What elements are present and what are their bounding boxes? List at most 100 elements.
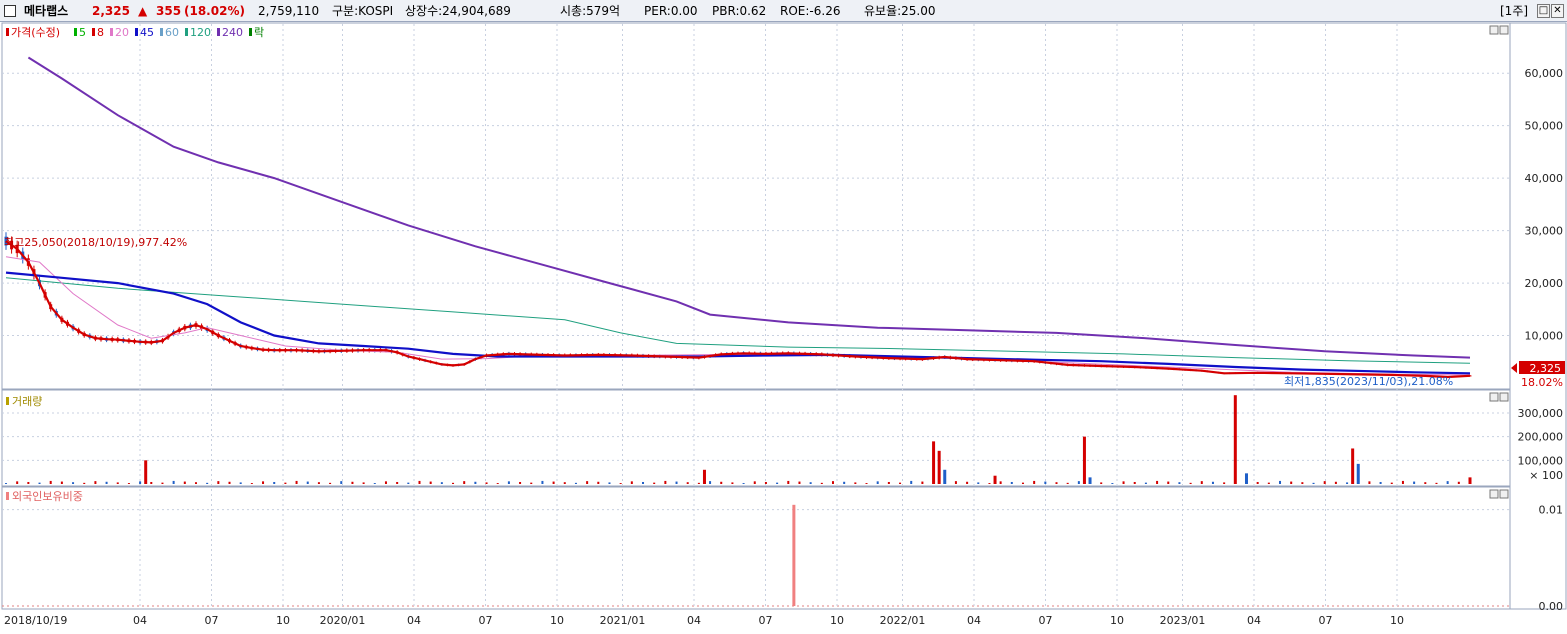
volume-bar [720, 481, 723, 484]
volume-bar [1156, 480, 1159, 484]
volume-bar [295, 480, 298, 484]
volume-bar [1267, 482, 1270, 484]
volume-bar [966, 481, 969, 484]
volume-bar [1211, 481, 1214, 484]
foreign-y-tick-0: 0.01 [1539, 504, 1564, 517]
volume-bar [552, 481, 555, 484]
current-price-marker-icon [1511, 363, 1517, 373]
volume-bar [541, 480, 544, 484]
volume-spike-bar [1468, 477, 1472, 484]
volume-bar [1021, 482, 1024, 484]
volume-bar [709, 481, 712, 484]
gridlines [2, 24, 1510, 609]
close-icon[interactable]: ✕ [1551, 4, 1564, 18]
low-price-label: 최저1,835(2023/11/03),21.08% [1284, 375, 1453, 388]
volume-panel-buttons[interactable] [1489, 392, 1509, 402]
volume-bar [485, 482, 488, 484]
y-axis-area [1509, 22, 1567, 610]
price-change: 355 [156, 4, 182, 18]
x-tick-12: 2022/01 [880, 614, 926, 627]
ma120-line [5, 277, 1471, 364]
price-line [5, 240, 1471, 379]
volume-bar [496, 483, 499, 484]
volume-bar [742, 483, 745, 484]
ma240-line [27, 56, 1471, 359]
legend-label-2: 8 [97, 26, 104, 39]
minimize-icon[interactable]: □ [1537, 4, 1550, 18]
volume-bar [217, 481, 220, 484]
volume-bar [429, 481, 432, 484]
volume-bar [1200, 481, 1203, 484]
x-tick-3: 10 [276, 614, 290, 627]
volume-y-tick-1: 200,000 [1518, 431, 1564, 444]
legend-swatch-4 [135, 28, 138, 36]
x-tick-5: 04 [407, 614, 421, 627]
checkbox-icon[interactable] [4, 5, 16, 17]
volume-bar [1100, 482, 1103, 484]
x-tick-16: 2023/01 [1160, 614, 1206, 627]
volume-bar [519, 481, 522, 484]
x-tick-6: 07 [479, 614, 493, 627]
volume-y-tick-2: 100,000 [1518, 454, 1564, 467]
period-button[interactable]: [1주] [1500, 4, 1529, 18]
price-panel-buttons[interactable] [1489, 25, 1509, 35]
volume-bar [127, 483, 130, 484]
volume-bar [172, 480, 175, 484]
volume-bar [653, 482, 656, 484]
volume-bar [116, 482, 119, 484]
trade-volume: 2,759,110 [258, 4, 320, 18]
volume-bar [764, 481, 767, 484]
x-tick-14: 07 [1039, 614, 1053, 627]
foreign-panel-buttons[interactable] [1489, 489, 1509, 499]
price-y-tick-2: 40,000 [1525, 172, 1564, 185]
volume-bar [373, 483, 376, 484]
market-cap: 시총:579억 [560, 4, 621, 18]
x-tick-2: 07 [205, 614, 219, 627]
volume-bar [776, 482, 779, 484]
volume-bar [586, 481, 589, 484]
legend-label-6: 120 [190, 26, 211, 39]
volume-spike-bar [932, 441, 936, 484]
x-tick-1: 04 [133, 614, 147, 627]
price-y-tick-5: 10,000 [1525, 330, 1564, 343]
volume-y-tick-3: × 100 [1529, 469, 1563, 482]
volume-bar [1066, 482, 1069, 484]
x-tick-18: 07 [1319, 614, 1333, 627]
x-tick-7: 10 [550, 614, 564, 627]
per-value: PER:0.00 [644, 4, 698, 18]
volume-spike-bar [1351, 448, 1355, 484]
x-tick-0: 2018/10/19 [4, 614, 67, 627]
volume-bar [1111, 483, 1114, 484]
foreign-y-tick-1: 0.00 [1539, 600, 1564, 613]
volume-bar [250, 483, 253, 484]
volume-bar [831, 481, 834, 484]
x-tick-11: 10 [830, 614, 844, 627]
volume-bar [139, 481, 142, 484]
roe-value: ROE:-6.26 [780, 4, 841, 18]
price-y-tick-4: 20,000 [1525, 277, 1564, 290]
volume-bar [407, 482, 410, 484]
volume-spike-bar [937, 450, 941, 484]
volume-legend: 거래량 [12, 395, 42, 408]
volume-bar [988, 483, 991, 484]
volume-bar [228, 481, 231, 484]
volume-bar [38, 482, 41, 484]
current-change-pct-text: 18.02% [1521, 376, 1563, 389]
volume-bar [899, 482, 902, 484]
volume-bar [843, 481, 846, 484]
legend-label-1: 5 [79, 26, 86, 39]
volume-spike-bar [1088, 477, 1092, 484]
foreign-legend: 외국인보유비중 [12, 490, 83, 503]
volume-bar [1413, 481, 1416, 484]
volume-bar [183, 481, 186, 484]
volume-bars [5, 395, 1472, 484]
legend-label-5: 60 [165, 26, 179, 39]
volume-bar [1390, 482, 1393, 484]
volume-bar [1368, 481, 1371, 484]
volume-bar [1435, 482, 1438, 484]
legend-swatch-6 [185, 28, 188, 36]
volume-bar [597, 481, 600, 484]
legend-swatch-3 [110, 28, 113, 36]
volume-bar [362, 482, 365, 484]
volume-bar [105, 481, 108, 484]
